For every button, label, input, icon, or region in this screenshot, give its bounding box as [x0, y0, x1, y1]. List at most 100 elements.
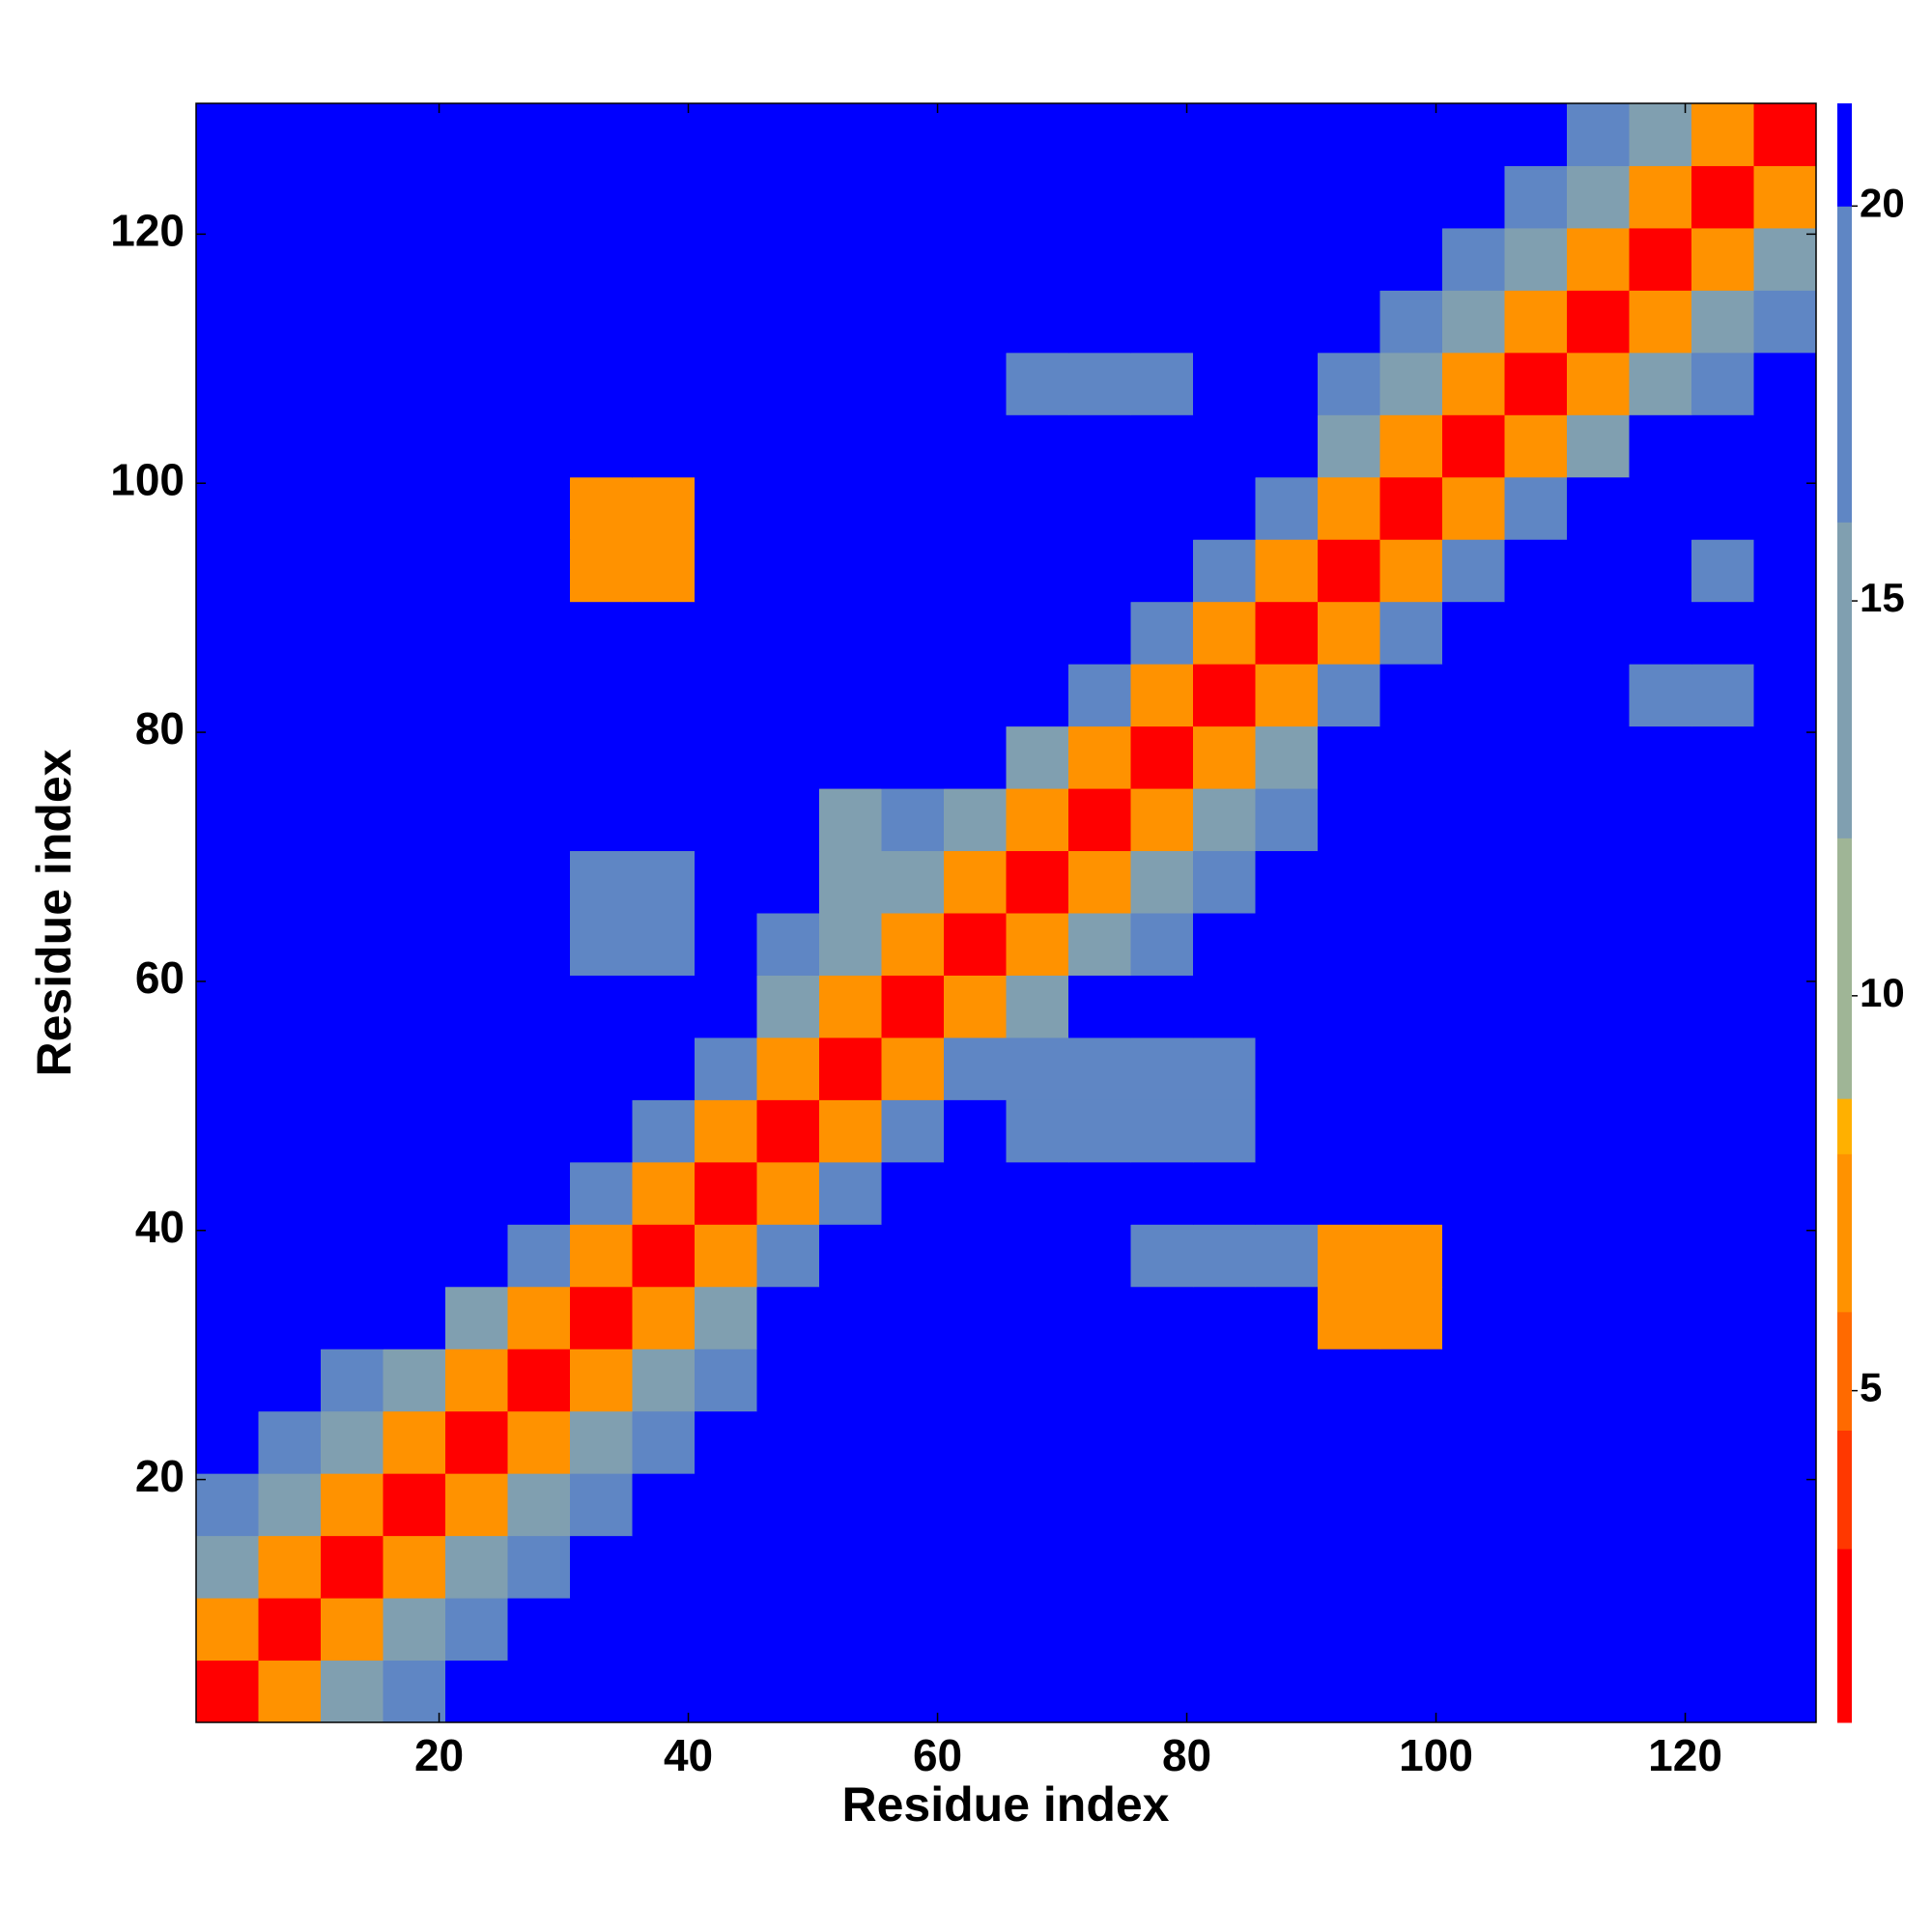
heatmap-cell — [756, 414, 820, 478]
heatmap-cell — [1130, 1535, 1194, 1599]
heatmap-cell — [1255, 227, 1319, 291]
heatmap-cell — [258, 1598, 322, 1662]
heatmap-cell — [944, 1535, 1007, 1599]
heatmap-cell — [1130, 1349, 1194, 1412]
heatmap-cell — [1442, 601, 1505, 665]
heatmap-cell — [1753, 1099, 1817, 1163]
heatmap-cell — [819, 725, 882, 789]
heatmap-cell — [632, 1410, 696, 1474]
heatmap-cell — [1567, 1037, 1630, 1100]
heatmap-cell — [1442, 1410, 1505, 1474]
heatmap-cell — [258, 227, 322, 291]
heatmap-cell — [1691, 850, 1754, 914]
heatmap-cell — [1379, 1473, 1443, 1537]
heatmap-cell — [1068, 1224, 1131, 1288]
x-axis-title: Residue index — [842, 1777, 1170, 1832]
heatmap-cell — [321, 1535, 384, 1599]
heatmap-cell — [1567, 664, 1630, 727]
heatmap-cell — [1318, 1161, 1380, 1225]
heatmap-cell — [1629, 664, 1692, 727]
x-tick-label: 20 — [414, 1730, 464, 1780]
heatmap-cell — [507, 352, 571, 415]
heatmap-cell — [1255, 601, 1319, 665]
heatmap-cell — [819, 975, 882, 1038]
heatmap-cell — [570, 725, 633, 789]
heatmap-cell — [1629, 539, 1692, 603]
heatmap-cell — [881, 1473, 945, 1537]
heatmap-cell — [383, 1224, 446, 1288]
heatmap-cell — [1193, 1161, 1256, 1225]
heatmap-cell — [632, 850, 696, 914]
heatmap-cell — [570, 1660, 633, 1723]
heatmap-cell — [383, 227, 446, 291]
heatmap-cell — [1068, 1037, 1131, 1100]
heatmap-cell — [1193, 290, 1256, 354]
heatmap-cell — [1753, 1473, 1817, 1537]
heatmap-cell — [695, 165, 757, 229]
heatmap-cell — [1255, 788, 1319, 852]
heatmap-cell — [1504, 913, 1568, 976]
heatmap-cell — [1255, 1598, 1319, 1662]
heatmap-cell — [632, 788, 696, 852]
heatmap-cell — [1255, 975, 1319, 1038]
heatmap-cell — [1193, 1037, 1256, 1100]
heatmap-cell — [507, 601, 571, 665]
heatmap-cell — [445, 1410, 508, 1474]
heatmap-cell — [1691, 165, 1754, 229]
heatmap-cell — [1753, 1224, 1817, 1288]
heatmap-cell — [944, 352, 1007, 415]
heatmap-cell — [695, 352, 757, 415]
heatmap-cell — [383, 1349, 446, 1412]
heatmap-cell — [1068, 103, 1131, 166]
heatmap-cell — [881, 664, 945, 727]
heatmap-cell — [1318, 227, 1380, 291]
heatmap-cell — [1130, 1410, 1194, 1474]
heatmap-cell — [819, 352, 882, 415]
heatmap-cell — [321, 788, 384, 852]
heatmap-cell — [756, 1473, 820, 1537]
heatmap-cell — [1567, 227, 1630, 291]
heatmap-cell — [445, 352, 508, 415]
heatmap-cell — [1691, 1598, 1754, 1662]
heatmap-cell — [1318, 601, 1380, 665]
heatmap-cell — [1567, 352, 1630, 415]
heatmap-cell — [632, 227, 696, 291]
heatmap-cell — [507, 975, 571, 1038]
heatmap-cell — [1318, 1037, 1380, 1100]
heatmap-cell — [196, 227, 259, 291]
colorbar-tick-label: 5 — [1860, 1365, 1882, 1410]
heatmap-cell — [1193, 1535, 1256, 1599]
heatmap-cell — [1006, 1349, 1069, 1412]
heatmap-cell — [944, 725, 1007, 789]
heatmap-cell — [1193, 103, 1256, 166]
heatmap-cell — [632, 476, 696, 540]
heatmap-cell — [1318, 725, 1380, 789]
heatmap-cell — [881, 1224, 945, 1288]
heatmap-cell — [258, 1037, 322, 1100]
heatmap-cell — [1504, 103, 1568, 166]
heatmap-cell — [1068, 290, 1131, 354]
heatmap-cell — [1379, 601, 1443, 665]
colorbar-level — [1837, 103, 1852, 207]
heatmap-cell — [1691, 1161, 1754, 1225]
heatmap-cell — [321, 290, 384, 354]
heatmap-cell — [196, 165, 259, 229]
heatmap-cell — [258, 601, 322, 665]
heatmap-cell — [507, 165, 571, 229]
heatmap-cell — [944, 1410, 1007, 1474]
heatmap-cell — [695, 1535, 757, 1599]
heatmap-cell — [1068, 725, 1131, 789]
heatmap-cell — [445, 290, 508, 354]
heatmap-cell — [1379, 850, 1443, 914]
heatmap-cell — [196, 601, 259, 665]
heatmap-cell — [632, 664, 696, 727]
heatmap-cell — [1193, 788, 1256, 852]
heatmap-cell — [383, 725, 446, 789]
heatmap-cell — [695, 1161, 757, 1225]
heatmap-cell — [445, 1037, 508, 1100]
heatmap-cell — [1255, 1224, 1319, 1288]
heatmap-cell — [881, 290, 945, 354]
heatmap-cell — [695, 788, 757, 852]
heatmap-cell — [1006, 913, 1069, 976]
heatmap-cell — [1629, 1099, 1692, 1163]
